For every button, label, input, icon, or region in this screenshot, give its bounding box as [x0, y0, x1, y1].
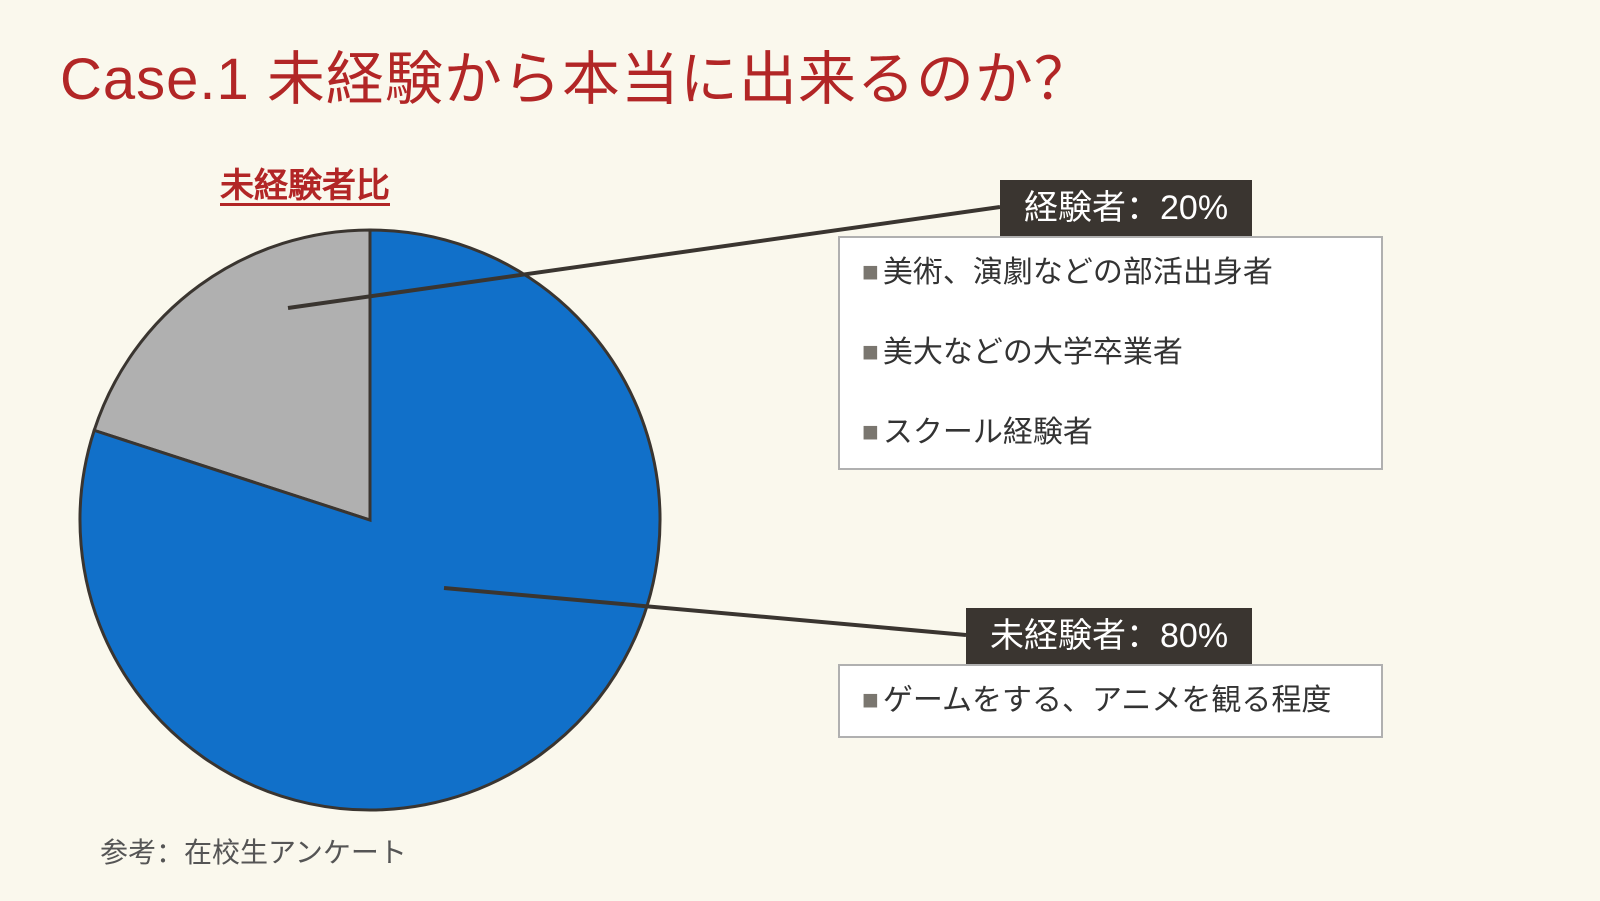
- bullet-square-icon: ■: [862, 680, 879, 719]
- callout-tag-inexperienced: 未経験者：80%: [966, 608, 1252, 665]
- bullet-square-icon: ■: [862, 252, 879, 291]
- slide: Case.1 未経験から本当に出来るのか？ 未経験者比 経験者：20%■ 美術、…: [0, 0, 1600, 901]
- footnote: 参考：在校生アンケート: [100, 831, 407, 871]
- bullet-text: ゲームをする、アニメを観る程度: [883, 680, 1332, 722]
- bullet-text: スクール経験者: [883, 412, 1093, 454]
- bullet-square-icon: ■: [862, 332, 879, 371]
- bullet-item: ■ ゲームをする、アニメを観る程度: [862, 680, 1359, 722]
- bullet-text: 美大などの大学卒業者: [883, 332, 1183, 374]
- callout-box-inexperienced: ■ ゲームをする、アニメを観る程度: [838, 664, 1383, 738]
- bullet-square-icon: ■: [862, 412, 879, 451]
- bullet-item: ■ スクール経験者: [862, 412, 1359, 454]
- callout-tag-experienced: 経験者：20%: [1000, 180, 1252, 237]
- bullet-item: ■ 美大などの大学卒業者: [862, 332, 1359, 374]
- callout-box-experienced: ■ 美術、演劇などの部活出身者■ 美大などの大学卒業者■ スクール経験者: [838, 236, 1383, 470]
- bullet-item: ■ 美術、演劇などの部活出身者: [862, 252, 1359, 294]
- bullet-text: 美術、演劇などの部活出身者: [883, 252, 1273, 294]
